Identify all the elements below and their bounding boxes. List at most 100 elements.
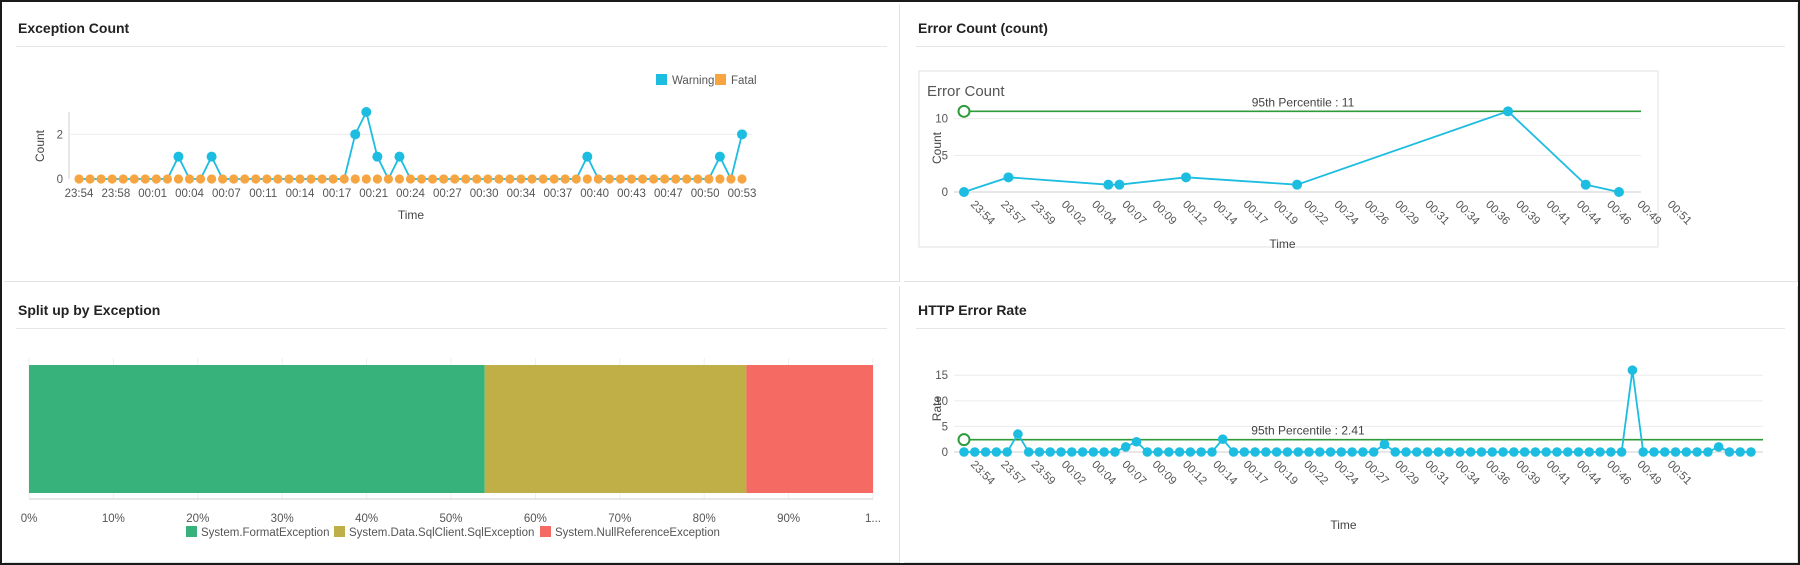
rate-point <box>1465 447 1476 457</box>
rate-point <box>1196 447 1206 457</box>
rate-point <box>1358 447 1368 457</box>
fatal-point <box>660 174 670 184</box>
fatal-point <box>560 174 570 184</box>
y-axis-title: Count <box>930 131 944 164</box>
x-tick-label: 1... <box>865 513 881 525</box>
x-tick-label: 00:04 <box>1089 459 1118 488</box>
title-divider <box>916 328 1785 329</box>
rate-point <box>1638 447 1648 457</box>
rate-point <box>1023 447 1034 457</box>
error-count-point <box>1580 179 1591 190</box>
rate-point <box>991 447 1002 457</box>
x-tick-label: 80% <box>693 513 716 525</box>
x-tick-label: 00:47 <box>654 188 683 200</box>
rate-point <box>1142 447 1153 457</box>
rate-point <box>1013 429 1023 439</box>
panel-title: Split up by Exception <box>18 302 161 318</box>
fatal-point <box>450 174 460 184</box>
rate-point <box>980 447 991 457</box>
x-axis-title: Time <box>398 208 425 222</box>
rate-point <box>1261 447 1271 457</box>
rate-point <box>1455 447 1465 457</box>
error-count-point <box>1502 106 1513 117</box>
rate-point <box>1735 447 1746 457</box>
fatal-point <box>328 174 338 184</box>
fatal-point <box>184 174 195 184</box>
x-tick-label: 40% <box>355 513 378 525</box>
fatal-point <box>505 174 515 184</box>
rate-point <box>1476 447 1487 457</box>
x-tick-label: 00:14 <box>286 188 315 200</box>
fatal-point <box>428 174 438 184</box>
warning-point <box>206 151 217 162</box>
rate-point <box>1703 447 1713 457</box>
x-tick-label: 00:53 <box>728 188 757 200</box>
rate-point <box>1347 447 1357 457</box>
fatal-point <box>218 174 228 184</box>
legend-label: System.Data.SqlClient.SqlException <box>349 527 534 539</box>
fatal-point <box>394 174 405 184</box>
x-tick-label: 00:17 <box>322 188 351 200</box>
fatal-point <box>704 174 714 184</box>
rate-point <box>1530 447 1541 457</box>
y-tick-label: 0 <box>942 187 948 199</box>
rate-point <box>1584 447 1595 457</box>
fatal-point <box>140 174 150 184</box>
rate-point <box>1120 442 1131 452</box>
legend-swatch <box>334 526 345 537</box>
rate-point <box>1131 436 1142 447</box>
fatal-point <box>637 174 648 184</box>
legend-label: System.NullReferenceException <box>555 527 720 539</box>
rate-point <box>1411 447 1422 457</box>
http-error-rate-panel: HTTP Error Rate 0 5 10 15 Rate 23:54 23:57 23:5… <box>904 286 1798 563</box>
legend-label: Warning <box>672 75 714 87</box>
fatal-point <box>162 174 172 184</box>
fatal-point <box>715 174 725 184</box>
x-axis-title: Time <box>1269 237 1296 251</box>
warning-series-line <box>79 109 743 182</box>
x-tick-label: 00:17 <box>1241 459 1270 488</box>
exception-count-chart: 0 2 Count 23:54 23:58 00:01 00:04 00:07 00:11 00:… <box>33 74 757 222</box>
y-tick-label: 2 <box>57 129 63 141</box>
warning-point <box>372 151 383 162</box>
rate-point <box>1336 447 1347 457</box>
fatal-point <box>571 174 581 184</box>
rate-point <box>1110 447 1120 457</box>
fatal-point <box>472 174 482 184</box>
rate-point <box>1325 447 1336 457</box>
fatal-point <box>85 174 95 184</box>
x-tick-label: 00:27 <box>433 188 462 200</box>
fatal-point <box>726 174 736 184</box>
fatal-point <box>439 174 449 184</box>
rate-point <box>1487 447 1498 457</box>
legend-label: System.FormatException <box>201 527 329 539</box>
fatal-point <box>96 174 106 184</box>
fatal-point <box>494 174 504 184</box>
y-tick-label: 0 <box>942 447 948 459</box>
rate-point <box>1552 447 1562 457</box>
rate-point <box>1595 447 1605 457</box>
x-tick-label: 00:11 <box>249 188 277 200</box>
x-tick-label: 00:36 <box>1483 459 1512 488</box>
x-tick-label: 00:44 <box>1574 459 1603 488</box>
x-tick-label: 00:14 <box>1210 459 1239 488</box>
x-tick-label: 00:07 <box>1119 459 1148 488</box>
fatal-point <box>107 174 117 184</box>
x-tick-label: 00:46 <box>1604 459 1633 488</box>
x-tick-label: 00:27 <box>1362 459 1391 488</box>
rate-point <box>1217 434 1228 445</box>
x-tick-label: 10% <box>102 513 125 525</box>
fatal-point <box>350 174 360 184</box>
fatal-point <box>593 174 603 184</box>
rate-point <box>1034 447 1045 457</box>
rate-point <box>1509 447 1519 457</box>
fatal-point <box>262 174 272 184</box>
x-tick-label: 00:02 <box>1059 459 1088 488</box>
rate-point <box>1056 447 1066 457</box>
error-count-point <box>1292 179 1303 190</box>
fatal-point <box>682 174 692 184</box>
x-tick-label: 00:24 <box>396 188 425 200</box>
x-tick-label: 0% <box>21 513 38 525</box>
http-error-rate-chart: 0 5 10 15 Rate 23:54 23:57 23:59 00:02 00:04 00:07… <box>930 365 1763 532</box>
